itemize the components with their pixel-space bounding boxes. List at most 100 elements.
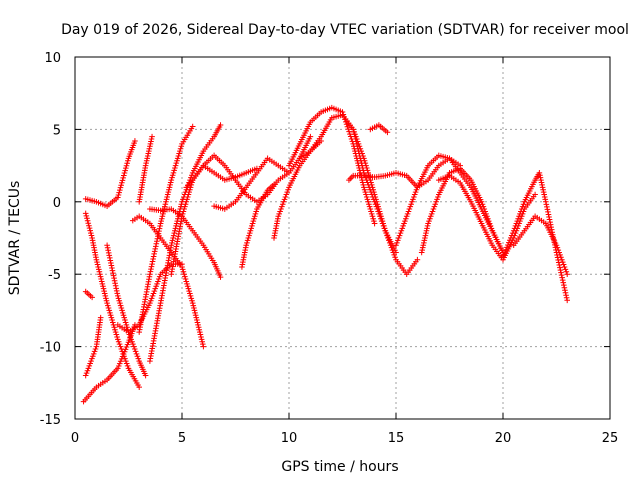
data-point [354,138,361,145]
data-point [400,223,406,229]
data-point [181,206,187,212]
series-track-22 [346,155,463,191]
data-point [84,215,90,222]
plot-frame [74,56,611,420]
data-point [359,179,366,186]
data-point [520,201,527,208]
data-point [83,370,90,376]
series-track-11 [136,133,155,205]
data-point [92,346,99,352]
series-track-8 [136,123,196,335]
y-tick-label: -10 [40,341,61,356]
data-point [98,278,105,285]
data-point [355,141,362,147]
data-point [411,194,417,200]
data-point [358,148,365,154]
data-point [84,367,91,374]
data-point [546,216,553,223]
data-point [363,194,370,200]
data-point [124,341,131,348]
data-point [169,174,175,181]
data-point [189,172,195,179]
data-point [546,214,552,220]
data-point [105,305,112,311]
data-point [189,300,196,306]
data-point [562,266,569,273]
data-point [370,215,376,222]
data-point [125,158,131,164]
data-point [115,192,122,198]
data-point [113,331,120,338]
data-point [195,322,201,328]
data-point [134,353,141,360]
data-point [166,184,173,191]
data-point [252,211,259,217]
data-point [113,285,119,292]
data-point [108,314,115,321]
data-point [360,153,366,159]
series-track-4 [82,210,142,390]
data-point [107,312,114,319]
data-point [376,208,383,215]
data-point [103,295,109,302]
data-point [371,220,378,227]
data-point [371,218,377,224]
data-point [103,297,110,304]
data-point [110,319,116,326]
data-point [384,232,390,239]
data-point [253,208,259,215]
data-point [122,317,128,323]
data-point [478,199,485,205]
data-point [115,336,121,343]
data-point [426,218,432,224]
data-point [117,187,123,193]
data-point [559,277,566,283]
data-point [90,351,97,357]
data-point [87,227,93,234]
data-point [123,165,129,171]
data-point [551,237,557,243]
data-point [502,249,508,255]
data-point [350,126,356,133]
data-point [152,243,159,250]
data-point [112,282,119,289]
data-point [423,227,430,234]
data-point [182,201,189,208]
data-point [85,220,92,227]
data-point [243,242,249,249]
data-point [403,215,409,222]
data-point [485,215,491,222]
data-point [194,317,200,323]
data-point [169,172,176,179]
data-point [189,297,195,304]
data-point [106,307,113,314]
data-point [395,235,402,241]
data-point [188,295,195,302]
y-tick-label: 10 [44,51,61,66]
data-point [391,252,398,258]
series-track-24 [418,165,506,256]
data-point [82,372,89,379]
data-point [427,215,433,222]
data-point [195,324,202,331]
data-point [147,143,153,150]
data-point [250,218,257,224]
data-point [95,266,102,273]
data-point [152,246,159,252]
data-point [405,208,412,215]
data-point [370,186,376,193]
data-point [276,211,282,217]
data-point [361,184,367,191]
data-point [418,249,425,256]
data-point [401,220,407,227]
series-track-13 [147,206,224,280]
data-point [541,194,548,200]
data-point [558,254,564,261]
x-tick-label: 5 [178,431,186,446]
data-point [431,203,438,210]
data-point [106,252,113,259]
data-point [111,324,118,331]
data-point [189,179,195,186]
data-point [121,170,128,176]
data-point [170,232,177,239]
